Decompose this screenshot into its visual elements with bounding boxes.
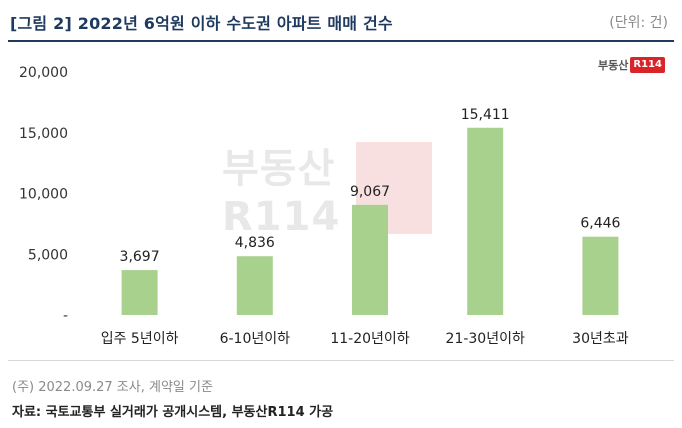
bar	[582, 236, 619, 315]
bar	[352, 204, 388, 315]
bar-value-label: 9,067	[350, 184, 390, 200]
bar-value-label: 3,697	[120, 249, 160, 265]
chart-area: 부동산R114 - 5,000 10,000 15,000 20,000 3,697 입주 …	[8, 44, 674, 361]
bar-value-label: 4,836	[235, 235, 275, 251]
data-source: 자료: 국토교통부 실거래가 공개시스템, 부동산R114 가공	[12, 405, 334, 420]
x-category-label: 21-30년이하	[446, 331, 525, 347]
bar-value-label: 15,411	[461, 107, 510, 123]
unit-label: (단위: 건)	[609, 15, 668, 31]
y-tick-label: -	[63, 308, 68, 324]
y-tick-label: 15,000	[19, 126, 68, 142]
survey-note: (주) 2022.09.27 조사, 계약일 기준	[12, 380, 213, 395]
title-divider	[8, 40, 674, 42]
y-tick-label: 10,000	[19, 187, 68, 203]
x-category-label: 11-20년이하	[330, 331, 409, 347]
y-tick-label: 20,000	[19, 65, 68, 81]
bar-chart: - 5,000 10,000 15,000 20,000 3,697 입주 5년이하 4,83…	[19, 65, 629, 347]
logo-badge: R114	[630, 57, 665, 73]
bar-value-label: 6,446	[580, 216, 620, 232]
x-category-label: 30년초과	[572, 331, 629, 347]
x-category-label: 입주 5년이하	[101, 331, 179, 347]
y-tick-label: 5,000	[28, 247, 68, 263]
x-category-label: 6-10년이하	[220, 331, 291, 347]
bar	[121, 270, 158, 315]
bar	[236, 256, 273, 315]
page-title: [그림 2] 2022년 6억원 이하 수도권 아파트 매매 건수	[10, 14, 393, 33]
logo-text: 부동산	[598, 59, 629, 72]
bar	[467, 127, 504, 315]
brand-logo: 부동산 R114	[598, 56, 665, 74]
